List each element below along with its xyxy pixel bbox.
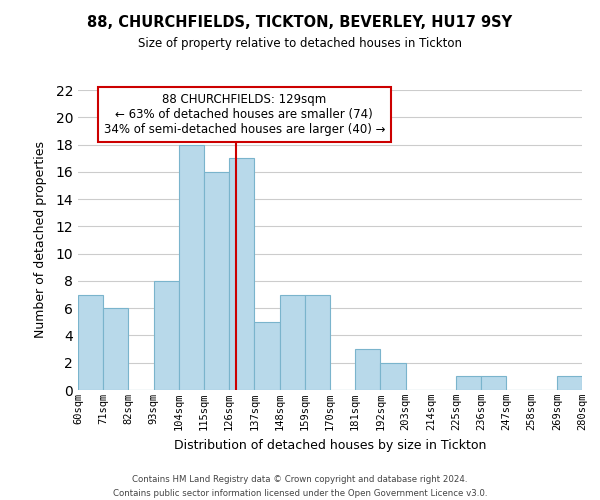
Bar bbox=[280, 294, 305, 390]
Text: Size of property relative to detached houses in Tickton: Size of property relative to detached ho… bbox=[138, 38, 462, 51]
Bar bbox=[557, 376, 582, 390]
Bar bbox=[204, 172, 229, 390]
Bar bbox=[355, 349, 380, 390]
Text: Contains HM Land Registry data © Crown copyright and database right 2024.
Contai: Contains HM Land Registry data © Crown c… bbox=[113, 476, 487, 498]
Bar bbox=[456, 376, 481, 390]
Bar bbox=[154, 281, 179, 390]
Bar bbox=[179, 144, 204, 390]
Y-axis label: Number of detached properties: Number of detached properties bbox=[34, 142, 47, 338]
Text: 88 CHURCHFIELDS: 129sqm
← 63% of detached houses are smaller (74)
34% of semi-de: 88 CHURCHFIELDS: 129sqm ← 63% of detache… bbox=[104, 93, 385, 136]
Bar bbox=[305, 294, 330, 390]
Bar bbox=[481, 376, 506, 390]
Bar bbox=[78, 294, 103, 390]
Bar bbox=[103, 308, 128, 390]
Bar bbox=[229, 158, 254, 390]
X-axis label: Distribution of detached houses by size in Tickton: Distribution of detached houses by size … bbox=[174, 438, 486, 452]
Bar bbox=[254, 322, 280, 390]
Text: 88, CHURCHFIELDS, TICKTON, BEVERLEY, HU17 9SY: 88, CHURCHFIELDS, TICKTON, BEVERLEY, HU1… bbox=[88, 15, 512, 30]
Bar bbox=[380, 362, 406, 390]
